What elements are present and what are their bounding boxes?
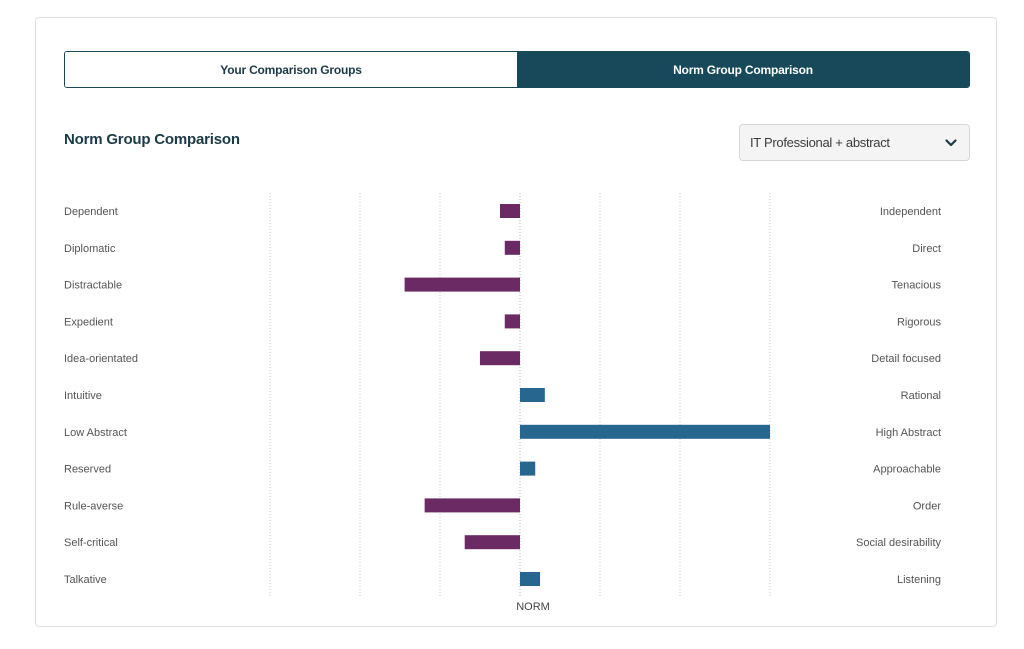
right-label-6: High Abstract: [876, 427, 941, 439]
bar-0: [499, 204, 520, 218]
left-label-8: Rule-averse: [64, 500, 123, 512]
bar-5: [520, 388, 545, 402]
bar-7: [520, 461, 536, 476]
right-label-7: Approachable: [873, 464, 941, 476]
norm-group-select[interactable]: IT Professional + abstract: [739, 124, 970, 161]
section-title: Norm Group Comparison: [64, 131, 240, 148]
left-label-4: Idea-orientated: [64, 353, 138, 365]
right-label-0: Independent: [880, 206, 941, 218]
right-label-1: Direct: [912, 243, 941, 255]
comparison-tabs: Your Comparison Groups Norm Group Compar…: [64, 51, 970, 88]
chevron-down-icon: [945, 138, 957, 147]
left-label-1: Diplomatic: [64, 243, 116, 255]
norm-group-select-value: IT Professional + abstract: [750, 135, 890, 150]
right-label-3: Rigorous: [897, 316, 942, 328]
norm-comparison-card: Your Comparison Groups Norm Group Compar…: [35, 17, 997, 627]
tab-your-comparison-groups[interactable]: Your Comparison Groups: [65, 52, 517, 87]
left-label-0: Dependent: [64, 206, 118, 218]
tab-norm-group-comparison[interactable]: Norm Group Comparison: [517, 52, 969, 87]
norm-label: NORM: [516, 601, 550, 613]
left-label-5: Intuitive: [64, 390, 102, 402]
bar-4: [479, 351, 520, 366]
left-label-10: Talkative: [64, 574, 107, 586]
right-label-5: Rational: [901, 390, 941, 402]
left-label-9: Self-critical: [64, 537, 118, 549]
bar-6: [520, 424, 770, 439]
bar-8: [424, 498, 520, 513]
right-label-8: Order: [913, 500, 941, 512]
bar-10: [520, 572, 541, 586]
left-label-7: Reserved: [64, 464, 111, 476]
left-label-6: Low Abstract: [64, 427, 127, 439]
bar-9: [464, 535, 520, 550]
left-label-3: Expedient: [64, 316, 113, 328]
right-label-10: Listening: [897, 574, 941, 586]
bar-1: [504, 240, 520, 255]
bar-3: [504, 314, 520, 329]
right-label-9: Social desirability: [856, 537, 941, 549]
left-label-2: Distractable: [64, 280, 122, 292]
bar-2: [404, 277, 520, 292]
right-label-2: Tenacious: [891, 280, 941, 292]
right-label-4: Detail focused: [871, 353, 941, 365]
